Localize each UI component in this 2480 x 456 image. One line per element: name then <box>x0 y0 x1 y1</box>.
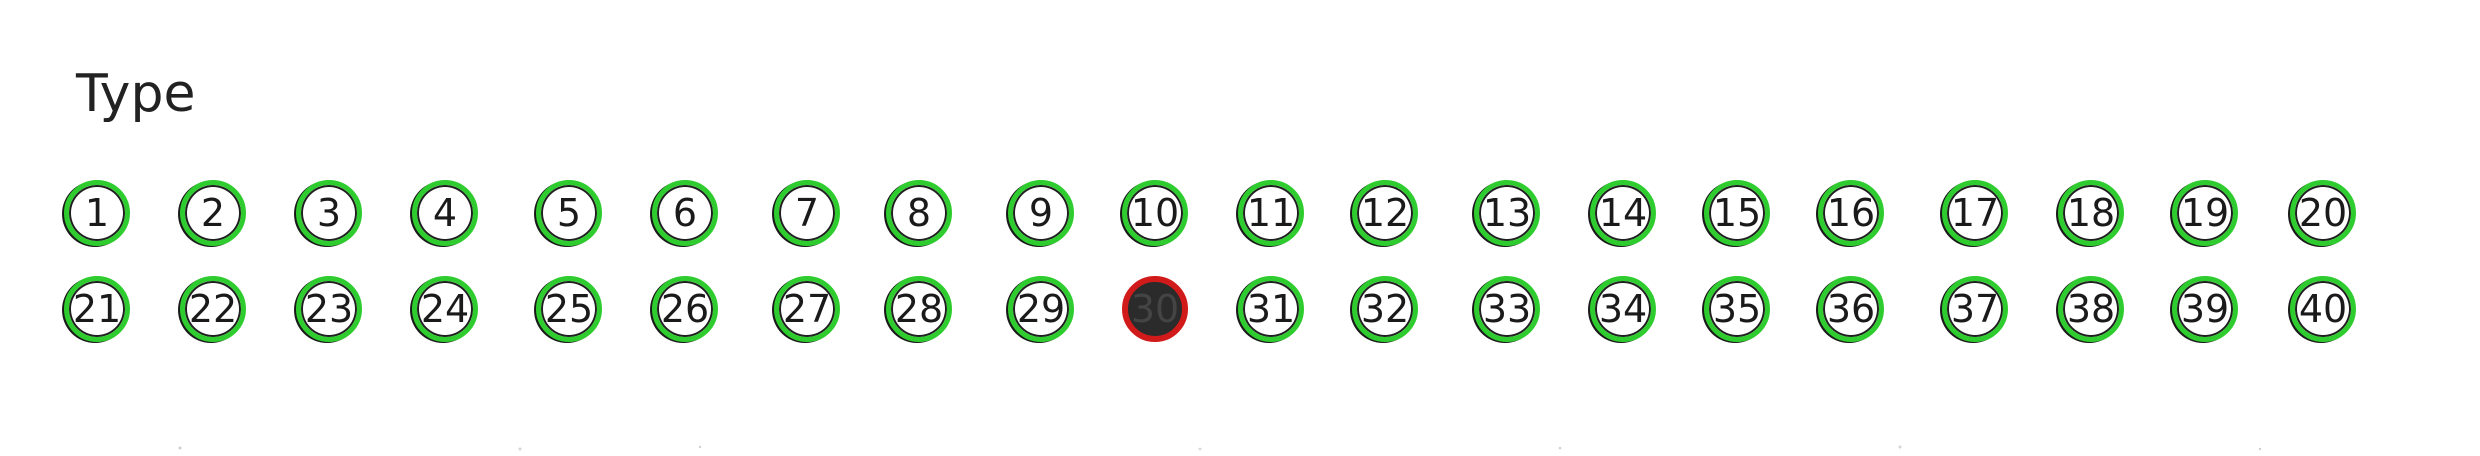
bubble-15[interactable]: 15 <box>1704 180 1770 246</box>
scan-speck <box>698 445 702 449</box>
bubble-1[interactable]: 1 <box>64 180 130 246</box>
bubble-29[interactable]: 29 <box>1008 276 1074 342</box>
bubble-12[interactable]: 12 <box>1352 180 1418 246</box>
bubble-13[interactable]: 13 <box>1474 180 1540 246</box>
bubble-24[interactable]: 24 <box>412 276 478 342</box>
bubble-35[interactable]: 35 <box>1704 276 1770 342</box>
scan-specks <box>178 445 2262 451</box>
bubble-9[interactable]: 9 <box>1008 180 1074 246</box>
bubble-3[interactable]: 3 <box>296 180 362 246</box>
bubble-2[interactable]: 2 <box>180 180 246 246</box>
bubble-20[interactable]: 20 <box>2290 180 2356 246</box>
bubble-28[interactable]: 28 <box>886 276 952 342</box>
bubble-38[interactable]: 38 <box>2058 276 2124 342</box>
bubble-14[interactable]: 14 <box>1590 180 1656 246</box>
bubble-26[interactable]: 26 <box>652 276 718 342</box>
scan-speck <box>1198 447 1202 451</box>
section-title: Type <box>76 64 196 124</box>
bubble-6[interactable]: 6 <box>652 180 718 246</box>
bubble-7[interactable]: 7 <box>774 180 840 246</box>
bubble-16[interactable]: 16 <box>1818 180 1884 246</box>
bubble-36[interactable]: 36 <box>1818 276 1884 342</box>
bubble-33[interactable]: 33 <box>1474 276 1540 342</box>
bubble-23[interactable]: 23 <box>296 276 362 342</box>
bubble-10[interactable]: 10 <box>1122 180 1188 246</box>
bubble-40[interactable]: 40 <box>2290 276 2356 342</box>
bubble-22[interactable]: 22 <box>180 276 246 342</box>
scan-speck <box>1898 445 1902 449</box>
bubble-18[interactable]: 18 <box>2058 180 2124 246</box>
bubble-31[interactable]: 31 <box>1238 276 1304 342</box>
bubble-30[interactable]: 30 <box>1122 276 1188 342</box>
scan-speck <box>518 447 522 451</box>
bubble-21[interactable]: 21 <box>64 276 130 342</box>
bubble-27[interactable]: 27 <box>774 276 840 342</box>
bubble-39[interactable]: 39 <box>2172 276 2238 342</box>
bubble-8[interactable]: 8 <box>886 180 952 246</box>
scan-speck <box>1558 446 1562 450</box>
bubble-34[interactable]: 34 <box>1590 276 1656 342</box>
scan-speck <box>178 446 182 450</box>
scan-speck <box>2258 447 2262 451</box>
bubble-5[interactable]: 5 <box>536 180 602 246</box>
bubble-32[interactable]: 32 <box>1352 276 1418 342</box>
bubble-17[interactable]: 17 <box>1942 180 2008 246</box>
bubble-4[interactable]: 4 <box>412 180 478 246</box>
bubble-19[interactable]: 19 <box>2172 180 2238 246</box>
bubble-grid: 1 2 3 4 5 6 7 8 9 10 11 12 13 14 15 16 17 18 19 20 21 22 23 24 2… <box>64 178 2384 362</box>
bubble-25[interactable]: 25 <box>536 276 602 342</box>
bubble-11[interactable]: 11 <box>1238 180 1304 246</box>
bubble-37[interactable]: 37 <box>1942 276 2008 342</box>
